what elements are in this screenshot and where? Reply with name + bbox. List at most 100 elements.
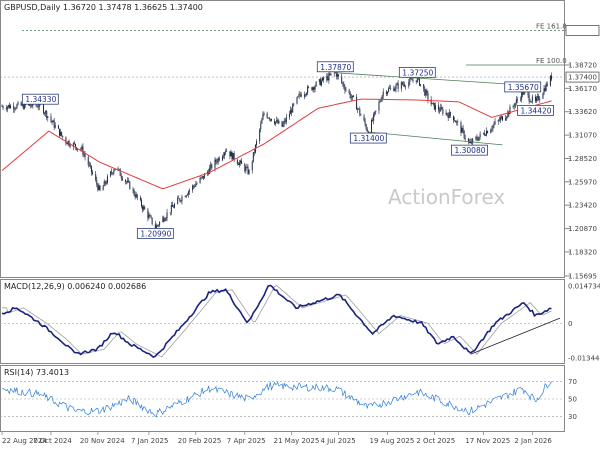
candle-body xyxy=(447,114,449,119)
candle-body xyxy=(97,184,99,190)
rsi-tick-label: 30 xyxy=(568,413,577,421)
candle-body xyxy=(155,225,157,229)
candle-body xyxy=(121,177,123,180)
candle-body xyxy=(60,131,62,136)
candle-body xyxy=(483,132,485,136)
candle-body xyxy=(550,75,552,80)
candle-body xyxy=(306,93,308,95)
candle-body xyxy=(382,91,384,96)
candle-body xyxy=(390,87,392,89)
candle-body xyxy=(381,95,383,101)
candle-body xyxy=(520,99,522,101)
trend-line xyxy=(335,72,528,86)
candle-body xyxy=(456,121,458,123)
y-tick-label: 1.36170 xyxy=(568,85,597,93)
x-tick-label: 22 Aug 2024 xyxy=(2,437,47,445)
candle-body xyxy=(87,157,89,165)
candle-body xyxy=(420,84,421,86)
candle-body xyxy=(445,112,447,115)
candle-body xyxy=(73,143,75,144)
candle-body xyxy=(498,119,500,121)
candle-body xyxy=(285,117,287,122)
candle-body xyxy=(297,96,299,98)
candle-body xyxy=(468,141,470,143)
candle-body xyxy=(224,152,226,156)
candle-body xyxy=(268,117,270,120)
candle-body xyxy=(222,155,224,157)
rsi-title: RSI(14) 73.4013 xyxy=(4,368,69,377)
candle-body xyxy=(478,136,480,141)
candle-body xyxy=(62,135,64,138)
candle-body xyxy=(467,138,469,142)
candle-body xyxy=(500,116,502,118)
current-price-label: 1.37400 xyxy=(568,74,597,82)
candle-body xyxy=(530,101,532,103)
candle-body xyxy=(336,74,338,78)
x-tick-label: 17 Nov 2025 xyxy=(465,437,510,445)
fib-level-label: FE 161.8 xyxy=(536,23,567,31)
candle-body xyxy=(418,76,420,86)
price-layer: FE 161.8 FE 100.0 1.34330 1.20990 1.37870 1.3… xyxy=(0,23,567,239)
candle-body xyxy=(110,171,112,177)
candle-body xyxy=(425,90,427,96)
candle-body xyxy=(494,121,496,125)
candle-body xyxy=(364,120,366,125)
candle-body xyxy=(245,167,247,171)
candle-body xyxy=(424,88,426,96)
candle-body xyxy=(415,80,417,82)
candle-body xyxy=(308,86,310,88)
axis-layer: 1.424801.387201.361701.336201.310701.285… xyxy=(1,25,600,445)
candle-body xyxy=(5,108,7,110)
candle-body xyxy=(528,95,530,102)
candle-body xyxy=(185,195,187,197)
candle-body xyxy=(427,92,429,100)
y-tick-label: 1.18320 xyxy=(568,248,597,256)
candle-body xyxy=(119,169,121,176)
candle-body xyxy=(274,120,276,124)
candle-body xyxy=(537,96,539,98)
candle-body xyxy=(66,142,68,145)
candle-body xyxy=(164,219,166,222)
candle-body xyxy=(150,216,152,218)
candle-body xyxy=(412,80,414,82)
candle-body xyxy=(539,98,541,100)
candle-body xyxy=(349,92,351,98)
candle-body xyxy=(371,120,373,136)
candle-body xyxy=(373,114,375,121)
candle-body xyxy=(430,99,432,105)
candle-body xyxy=(142,206,144,210)
candle-body xyxy=(144,206,146,210)
candle-body xyxy=(171,205,173,207)
candle-body xyxy=(449,112,451,116)
macd-tick-label: -0.013442 xyxy=(568,355,600,363)
candle-body xyxy=(217,157,219,163)
candle-body xyxy=(515,99,517,103)
candle-body xyxy=(394,88,396,92)
candle-body xyxy=(16,104,18,109)
candle-body xyxy=(53,120,55,128)
candle-body xyxy=(112,172,114,174)
candle-body xyxy=(385,91,387,95)
candle-body xyxy=(289,114,291,118)
x-tick-label: 4 Jul 2025 xyxy=(321,437,356,445)
candle-body xyxy=(83,154,85,156)
x-tick-label: 2 Jan 2026 xyxy=(514,437,552,445)
candle-body xyxy=(329,73,331,75)
price-annotation-box xyxy=(21,93,59,105)
candle-body xyxy=(21,103,23,106)
candle-body xyxy=(330,73,332,75)
candle-body xyxy=(542,93,544,99)
candle-body xyxy=(181,196,183,202)
x-tick-label: 19 Aug 2025 xyxy=(369,437,414,445)
candle-body xyxy=(166,212,168,218)
price-annotation-box xyxy=(349,132,387,144)
candle-body xyxy=(30,105,32,107)
candle-body xyxy=(344,87,346,91)
candle-body xyxy=(446,112,448,115)
candle-body xyxy=(231,151,233,160)
y-tick-label: 1.20870 xyxy=(568,225,597,233)
candle-body xyxy=(351,95,353,98)
candle-body xyxy=(311,87,313,91)
candle-body xyxy=(327,76,329,81)
